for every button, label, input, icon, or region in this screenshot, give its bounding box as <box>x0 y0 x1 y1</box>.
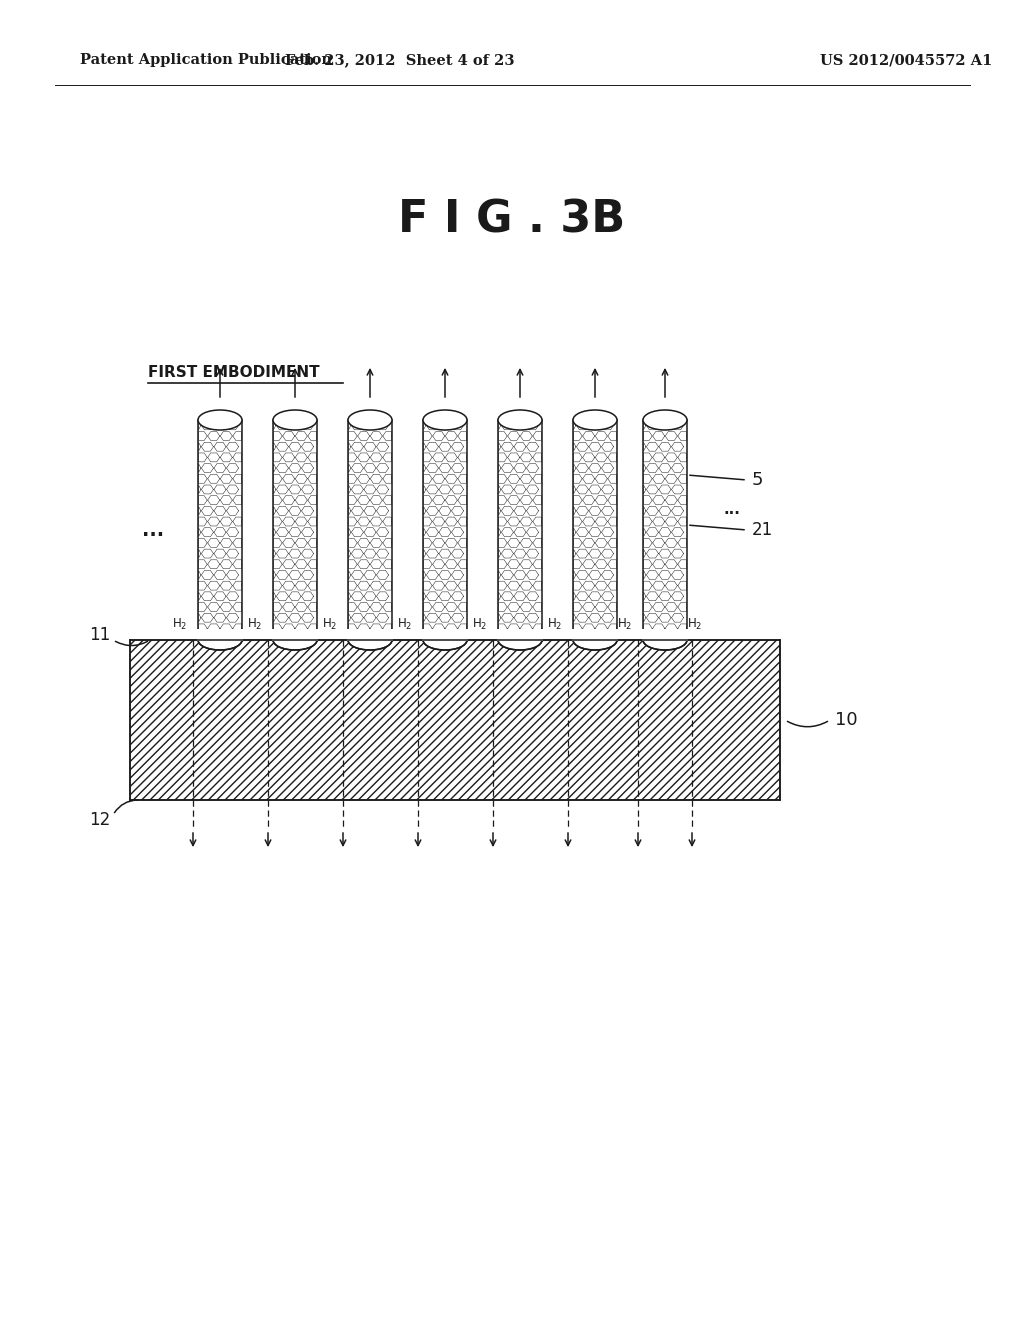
Ellipse shape <box>198 630 242 649</box>
Ellipse shape <box>643 630 687 649</box>
Text: H$_2$: H$_2$ <box>172 616 187 632</box>
Text: ...: ... <box>724 503 740 517</box>
Text: H$_2$: H$_2$ <box>323 616 338 632</box>
Bar <box>422 630 468 642</box>
Text: H$_2$: H$_2$ <box>397 616 413 632</box>
Bar <box>642 630 688 642</box>
Text: H$_2$: H$_2$ <box>687 616 702 632</box>
Text: H$_2$: H$_2$ <box>617 616 633 632</box>
Ellipse shape <box>423 630 467 649</box>
Ellipse shape <box>348 411 392 430</box>
Text: 12: 12 <box>89 810 110 829</box>
Text: H$_2$: H$_2$ <box>547 616 563 632</box>
Bar <box>572 630 618 642</box>
Text: FIRST EMBODIMENT: FIRST EMBODIMENT <box>148 366 319 380</box>
Bar <box>347 630 393 642</box>
Text: 21: 21 <box>752 521 773 539</box>
Text: 5: 5 <box>752 471 764 488</box>
Ellipse shape <box>273 411 317 430</box>
Ellipse shape <box>198 411 242 430</box>
Text: US 2012/0045572 A1: US 2012/0045572 A1 <box>820 53 992 67</box>
Bar <box>422 630 468 642</box>
Text: F I G . 3B: F I G . 3B <box>398 198 626 242</box>
Text: Patent Application Publication: Patent Application Publication <box>80 53 332 67</box>
Bar <box>273 420 317 640</box>
Ellipse shape <box>643 411 687 430</box>
Bar <box>642 630 688 642</box>
Ellipse shape <box>273 630 317 649</box>
Bar <box>572 630 618 642</box>
Ellipse shape <box>573 630 617 649</box>
Bar <box>643 420 687 640</box>
Ellipse shape <box>423 411 467 430</box>
Bar <box>497 630 543 642</box>
Text: ...: ... <box>142 520 164 540</box>
Bar <box>197 630 243 642</box>
Bar <box>498 420 542 640</box>
Bar <box>197 630 243 642</box>
Bar <box>272 630 318 642</box>
Bar <box>497 630 543 642</box>
Bar <box>348 420 392 640</box>
Bar <box>272 630 318 642</box>
Text: H$_2$: H$_2$ <box>472 616 487 632</box>
Text: 10: 10 <box>835 711 858 729</box>
Bar <box>573 420 617 640</box>
Ellipse shape <box>573 411 617 430</box>
Ellipse shape <box>348 630 392 649</box>
Text: H$_2$: H$_2$ <box>248 616 263 632</box>
Ellipse shape <box>498 411 542 430</box>
Bar <box>198 420 242 640</box>
Bar <box>130 640 780 800</box>
Text: Feb. 23, 2012  Sheet 4 of 23: Feb. 23, 2012 Sheet 4 of 23 <box>286 53 515 67</box>
Ellipse shape <box>498 630 542 649</box>
Bar <box>423 420 467 640</box>
Text: 11: 11 <box>89 626 110 644</box>
Bar <box>347 630 393 642</box>
